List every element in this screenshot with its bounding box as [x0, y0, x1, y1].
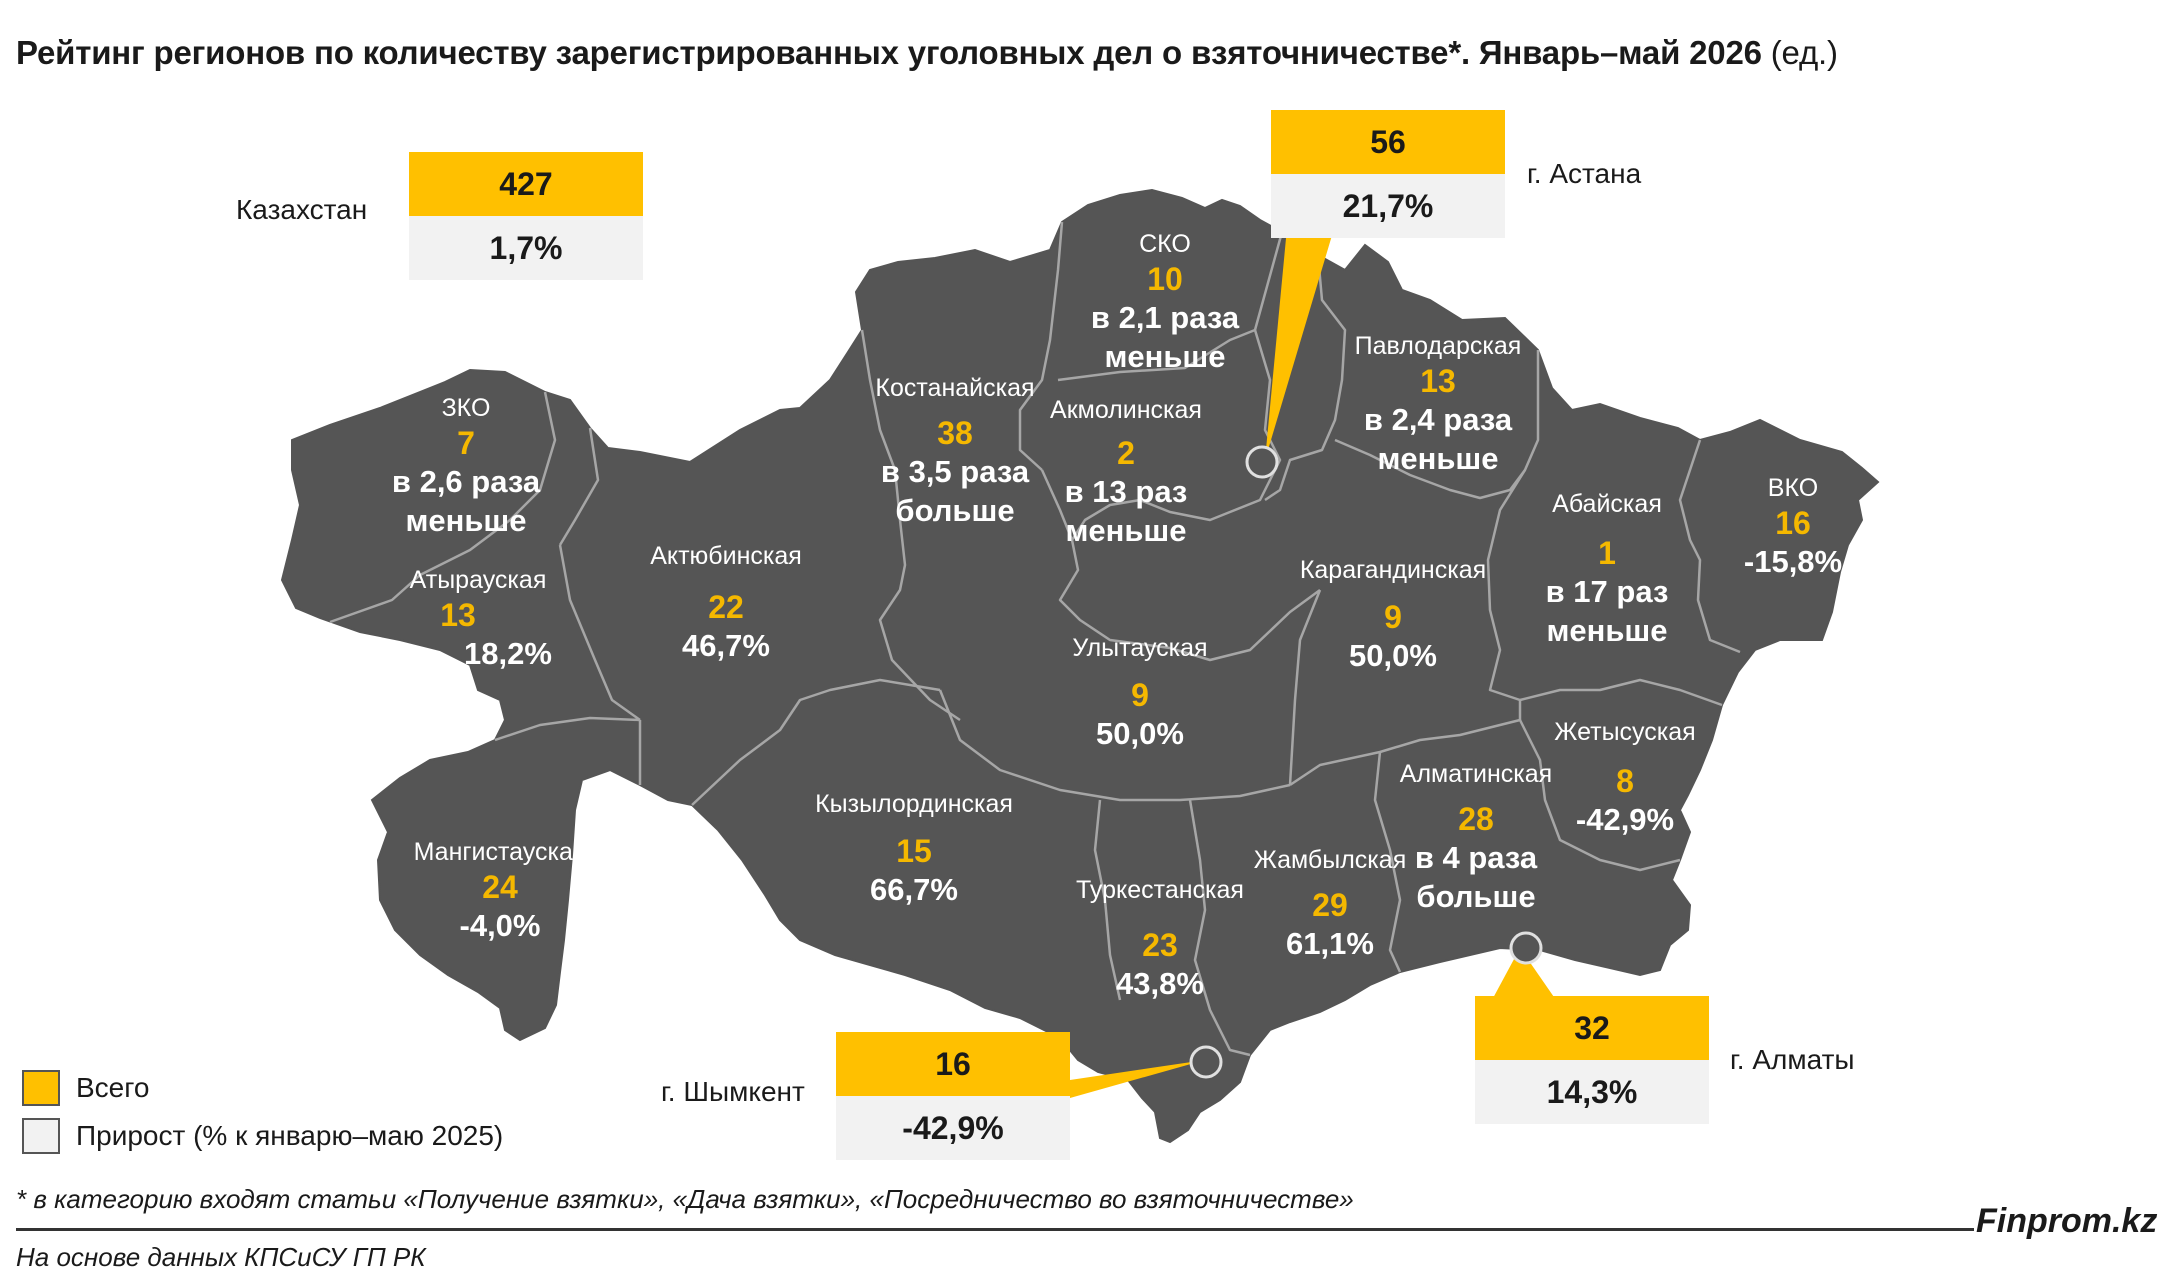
border-ulytau-karaganda — [1288, 589, 1322, 786]
border-karaganda-ulytau — [1169, 588, 1321, 662]
almaty-callout: 32 14,3% — [1475, 996, 1709, 1124]
border-aktobe-kostanay — [860, 329, 961, 722]
astana-delta: 21,7% — [1271, 174, 1505, 238]
shymkent-pointer — [1070, 1060, 1205, 1098]
chart-title: Рейтинг регионов по количеству зарегистр… — [16, 34, 1838, 72]
legend-total-swatch — [22, 1070, 60, 1106]
region-kyzylorda: Кызылординская 15 66,7% — [815, 790, 1013, 907]
brand-logo: Finprom.kz — [1976, 1202, 2158, 1240]
border-kyzylorda-turkestan — [1093, 799, 1122, 1001]
border-almaty-zhetysu — [1518, 719, 1681, 872]
shymkent-label: г. Шымкент — [661, 1076, 805, 1107]
astana-marker-icon — [1245, 445, 1279, 479]
region-vko: ВКО 16 -15,8% — [1743, 474, 1843, 579]
border-karaganda-abai — [1486, 469, 1527, 702]
footnote: * в категорию входят статьи «Получение в… — [16, 1184, 1354, 1214]
border-pavlodar-karaganda — [1334, 350, 1540, 500]
legend-growth-swatch — [22, 1118, 60, 1154]
border-atyrau-aktobe — [558, 544, 641, 722]
source-note: На основе данных КПСиСУ ГП РК — [16, 1242, 426, 1272]
region-turkestan: Туркестанская 23 43,8% — [1076, 876, 1244, 1001]
footer-divider — [16, 1228, 1974, 1231]
region-zhambyl: Жамбылская 29 61,1% — [1253, 846, 1407, 961]
kazakhstan-callout: 427 1,7% — [409, 152, 643, 280]
title-unit: (ед.) — [1770, 34, 1838, 71]
region-mangystau: Мангистауская 24 -4,0% — [413, 838, 587, 943]
almaty-pointer — [1492, 948, 1556, 1000]
region-abai: Абайская 1 в 17 раз меньше — [1545, 490, 1669, 648]
border-abai-zhetysu — [1519, 678, 1723, 707]
almaty-value: 32 — [1475, 996, 1709, 1060]
shymkent-value: 16 — [836, 1032, 1070, 1096]
region-almaty-oblast: Алматинская 28 в 4 раза больше — [1399, 760, 1553, 914]
region-zhetysu: Жетысуская 8 -42,9% — [1554, 718, 1696, 837]
region-kostanay: Костанайская 38 в 3,5 раза больше — [875, 374, 1035, 528]
astana-pointer — [1265, 175, 1350, 460]
border-abai-vko — [1678, 439, 1741, 654]
region-pavlodar: Павлодарская 13 в 2,4 раза меньше — [1354, 332, 1522, 476]
almaty-label: г. Алматы — [1730, 1044, 1855, 1075]
kazakhstan-delta: 1,7% — [409, 216, 643, 280]
region-akmola: Акмолинская 2 в 13 раз меньше — [1050, 396, 1202, 548]
shymkent-marker-icon — [1189, 1045, 1223, 1079]
region-karaganda: Карагандинская 9 50,0% — [1299, 556, 1487, 673]
region-aktobe: Актюбинская 22 46,7% — [650, 542, 802, 663]
border-atyrau-mangystau — [494, 716, 641, 742]
border-kostanay-north — [1018, 221, 1064, 471]
astana-label: г. Астана — [1527, 158, 1642, 189]
shymkent-callout: 16 -42,9% — [836, 1032, 1070, 1160]
region-zko: ЗКО 7 в 2,6 раза меньше — [391, 394, 541, 538]
kazakhstan-value: 427 — [409, 152, 643, 216]
title-main: Рейтинг регионов по количеству зарегистр… — [16, 34, 1762, 71]
border-akmola-pavlodar — [1264, 254, 1347, 502]
almaty-marker-icon — [1509, 931, 1543, 965]
astana-callout: 56 21,7% — [1271, 110, 1505, 238]
region-ulytau: Улытауская 9 50,0% — [1072, 634, 1208, 751]
legend-growth-label: Прирост (% к январю–маю 2025) — [76, 1120, 504, 1151]
border-turkestan-zhambyl — [1188, 799, 1251, 1057]
kazakhstan-label: Казахстан — [236, 194, 368, 225]
border-aktobe-kyzylorda — [691, 678, 941, 806]
border-zhambyl-almaty — [1373, 751, 1402, 973]
shymkent-delta: -42,9% — [836, 1096, 1070, 1160]
legend-total-label: Всего — [76, 1072, 150, 1103]
region-sko: СКО 10 в 2,1 раза меньше — [1090, 230, 1240, 374]
border-zko-atyrau — [329, 391, 557, 624]
border-akmola-astana-region — [1070, 329, 1282, 541]
region-atyrau: Атырауская 13 18,2% — [409, 566, 552, 671]
almaty-delta: 14,3% — [1475, 1060, 1709, 1124]
border-kostanay-akmola — [1040, 469, 1171, 650]
border-ulytau-kyzylorda — [938, 689, 1291, 802]
border-zko-aktobe — [558, 427, 600, 546]
border-sko-akmola — [1057, 231, 1284, 382]
astana-value: 56 — [1271, 110, 1505, 174]
